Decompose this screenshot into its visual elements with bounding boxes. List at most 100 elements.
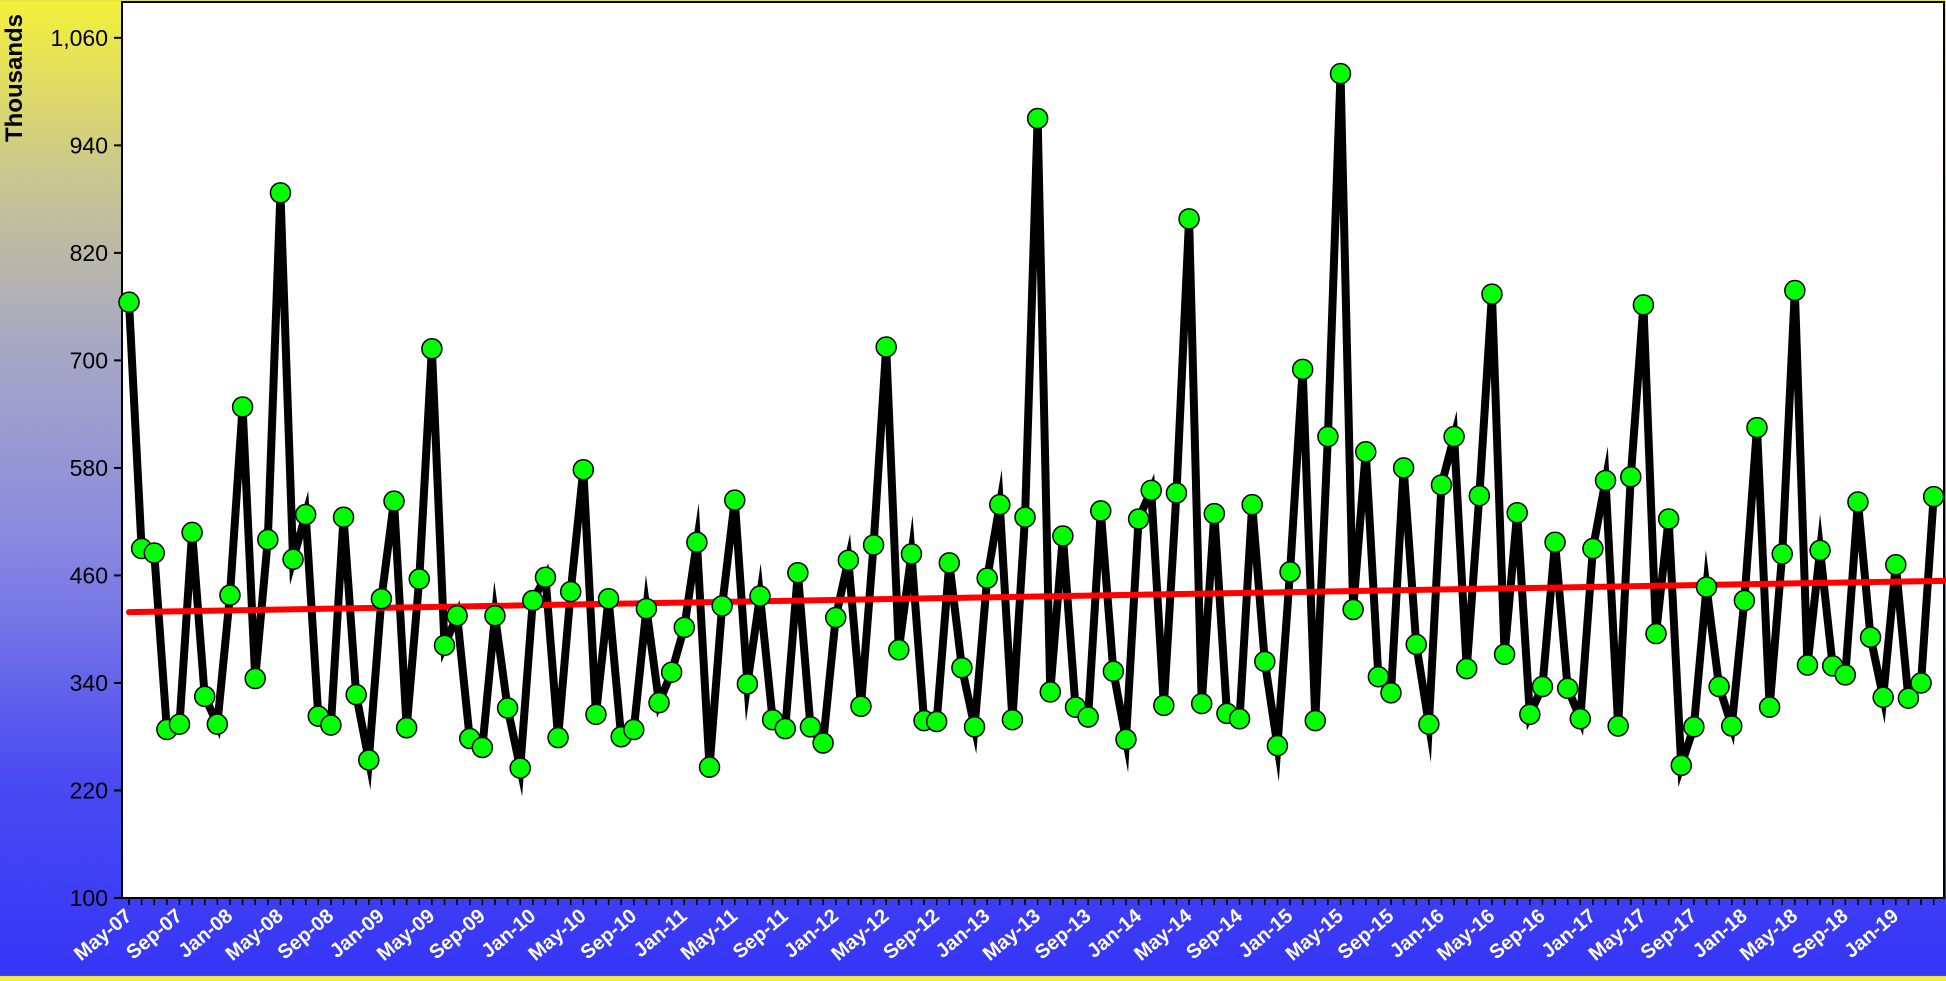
data-point: [572, 458, 595, 481]
data-point: [1544, 531, 1566, 554]
x-tick-label: Sep-09: [425, 905, 489, 964]
data-point: [623, 718, 645, 741]
data-point: [522, 589, 544, 612]
data-point: [900, 543, 923, 565]
data-point: [1683, 716, 1705, 738]
data-point: [484, 605, 506, 627]
x-tick-label: May-13: [979, 905, 1045, 965]
data-point: [1455, 657, 1478, 680]
data-point: [1910, 672, 1932, 694]
data-point: [1556, 677, 1579, 700]
data-point: [1897, 687, 1920, 709]
data-point: [1266, 734, 1289, 757]
data-point: [1291, 358, 1314, 381]
data-point: [585, 703, 607, 726]
x-tick-label: May-16: [1433, 905, 1499, 965]
data-point: [1241, 493, 1263, 516]
x-tick-label: Sep-15: [1334, 905, 1398, 964]
data-point: [1014, 506, 1036, 528]
data-point: [433, 634, 456, 657]
data-point: [1771, 543, 1793, 565]
data-point: [837, 549, 860, 571]
data-point: [1190, 692, 1213, 715]
data-point: [1153, 694, 1175, 717]
data-point: [875, 336, 897, 358]
x-tick-label: May-14: [1130, 904, 1197, 965]
data-point: [1140, 479, 1162, 502]
data-point: [383, 490, 405, 512]
series-group: [125, 73, 1938, 797]
data-point: [925, 710, 948, 733]
data-point: [1418, 713, 1440, 735]
data-point: [244, 667, 266, 690]
data-point: [1531, 675, 1554, 698]
data-point: [395, 717, 418, 739]
x-tick-label: May-07: [70, 905, 136, 965]
data-point: [736, 673, 759, 695]
x-tick-label: Sep-16: [1485, 905, 1549, 964]
data-point: [1493, 643, 1516, 666]
data-point: [1784, 279, 1806, 302]
data-point: [1809, 539, 1831, 562]
x-tick-label: May-08: [222, 905, 288, 965]
x-tick-label: Sep-18: [1788, 905, 1852, 964]
data-point: [1796, 654, 1819, 676]
data-point: [1872, 686, 1894, 709]
data-point: [257, 528, 279, 551]
data-point: [1632, 294, 1655, 316]
data-point: [1380, 682, 1402, 704]
data-point: [408, 568, 431, 590]
data-point: [1367, 665, 1390, 688]
data-point: [660, 661, 683, 683]
data-point: [1102, 660, 1125, 683]
data-point: [421, 338, 443, 360]
data-point: [1165, 482, 1188, 504]
data-point: [168, 713, 191, 735]
x-tick-label: Sep-07: [122, 905, 186, 964]
x-tick-label: Sep-10: [577, 905, 641, 964]
data-point: [358, 749, 380, 771]
x-tick-label: Sep-13: [1031, 905, 1095, 964]
series-line: [125, 73, 1938, 797]
data-point: [1279, 561, 1301, 583]
x-tick-label: May-18: [1736, 905, 1802, 965]
data-point: [1657, 508, 1680, 530]
data-point: [1203, 502, 1226, 525]
data-point: [1405, 633, 1427, 656]
data-point: [648, 691, 670, 714]
data-point: [951, 656, 973, 679]
data-point: [143, 542, 165, 564]
data-point: [799, 716, 822, 738]
data-point: [774, 717, 796, 740]
data-point: [1115, 728, 1137, 751]
data-point: [1178, 208, 1200, 230]
data-point: [989, 493, 1011, 516]
x-tick-label: Sep-08: [274, 905, 338, 964]
data-point: [1620, 466, 1642, 488]
data-point: [1645, 622, 1667, 645]
data-point: [471, 736, 494, 759]
data-point: [698, 756, 721, 778]
data-point: [509, 757, 531, 779]
data-point: [888, 639, 910, 661]
data-point: [1859, 626, 1882, 649]
data-point: [850, 695, 872, 718]
x-axis: May-07Sep-07Jan-08May-08Sep-08Jan-09May-…: [70, 898, 1935, 965]
data-point: [1670, 754, 1693, 777]
data-point: [332, 506, 355, 528]
data-point: [269, 182, 292, 204]
data-point: [1443, 425, 1465, 448]
y-tick-label: 700: [70, 347, 108, 373]
data-point: [1089, 500, 1112, 522]
x-tick-label: Sep-14: [1182, 904, 1247, 964]
data-point: [724, 489, 746, 511]
data-point: [534, 566, 557, 588]
x-tick-label: Sep-17: [1637, 905, 1701, 964]
data-point: [1127, 508, 1150, 530]
y-tick-label: 220: [70, 777, 108, 803]
data-point: [1519, 703, 1541, 726]
y-tick-label: 460: [70, 562, 108, 588]
data-point: [812, 732, 834, 754]
x-tick-label: Sep-11: [729, 905, 793, 963]
data-point: [1569, 708, 1592, 730]
